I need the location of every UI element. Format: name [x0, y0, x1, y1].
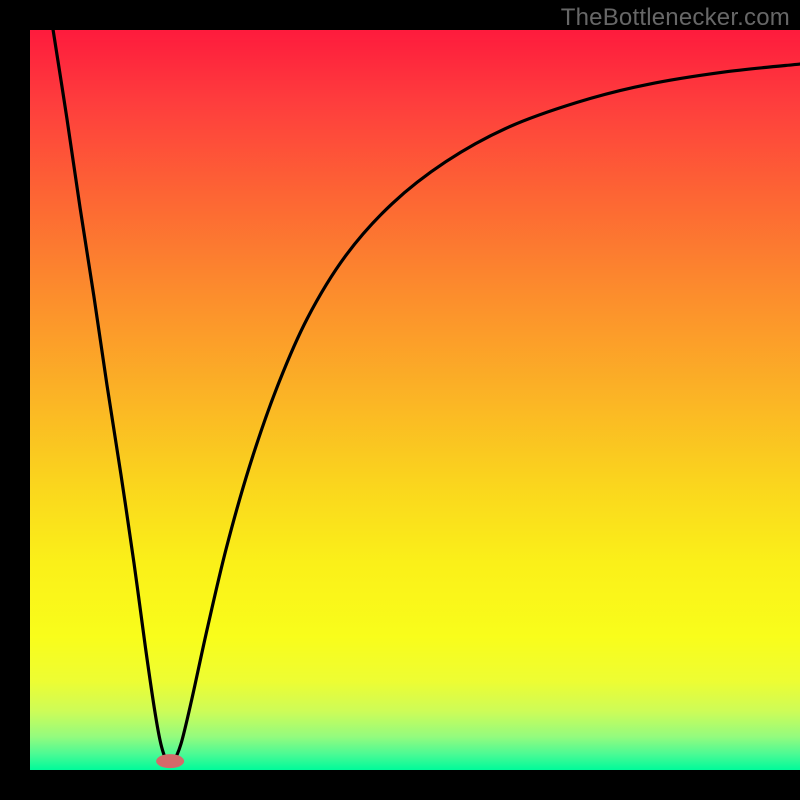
plot-svg [0, 0, 800, 800]
minimum-marker [156, 754, 184, 768]
chart-frame: TheBottlenecker.com [0, 0, 800, 800]
watermark-label: TheBottlenecker.com [561, 4, 790, 32]
